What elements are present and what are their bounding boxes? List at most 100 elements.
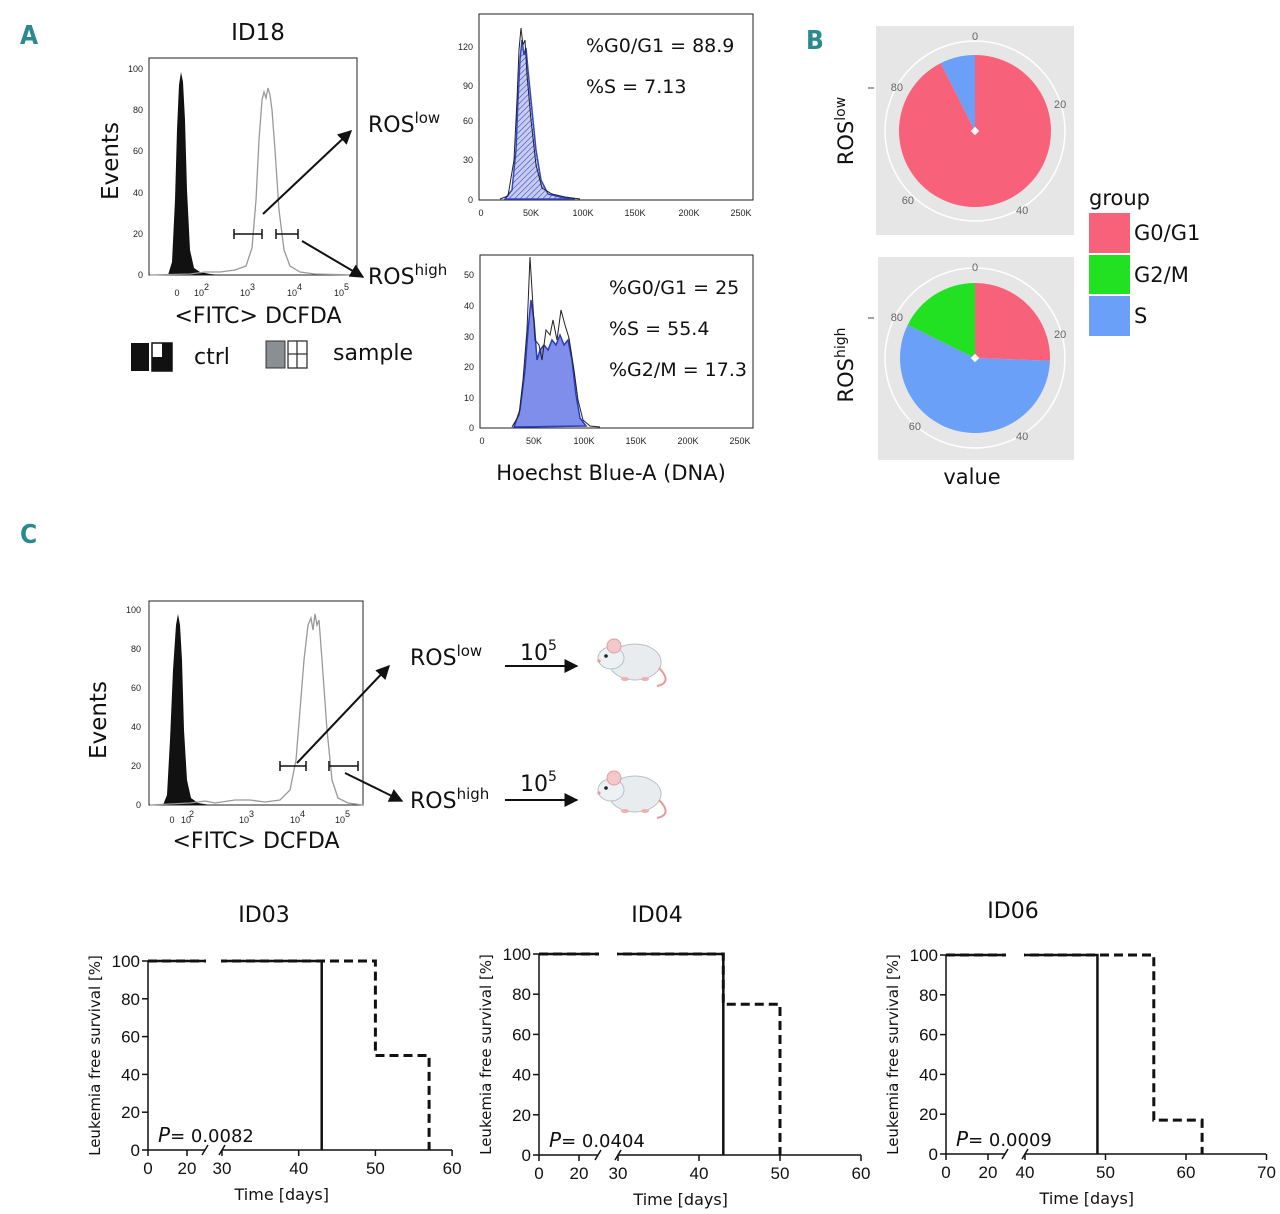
km-axis-break — [594, 1149, 602, 1161]
y-tick: 120 — [458, 42, 473, 52]
km-x-tick: 40 — [690, 1164, 709, 1183]
panel-b-pies: 0 20 40 60 80 0 20 40 60 80 ROSlow ROShi… — [833, 26, 1200, 489]
fitc-axis-label-c: <FITC> DCFDA — [172, 829, 339, 854]
x-tick: 2 — [189, 809, 194, 819]
km-y-tick: 20 — [121, 1103, 140, 1122]
y-tick: 60 — [133, 146, 143, 156]
sample-peak — [149, 87, 358, 276]
c-x-ticks: 0 10 2 10 3 10 4 10 5 — [169, 809, 350, 825]
x-tick: 10 — [194, 288, 204, 298]
x-tick: 10 — [290, 815, 300, 825]
legend-label: S — [1134, 304, 1147, 328]
km-x-tick: 40 — [1016, 1163, 1035, 1182]
legend-title: group — [1089, 186, 1150, 210]
panel-letter-b: B — [806, 26, 824, 56]
x-tick-exp: 3 — [250, 282, 255, 292]
x-tick: 10 — [287, 288, 297, 298]
y-tick: 20 — [131, 761, 141, 771]
dna-bottom-y-ticks: 0 10 20 30 40 50 — [464, 270, 474, 433]
km-x-tick: 20 — [178, 1159, 197, 1178]
y-tick: 100 — [126, 605, 141, 615]
x-tick: 200K — [678, 208, 699, 218]
legend-sample-label: sample — [333, 341, 413, 366]
y-tick: 40 — [131, 722, 141, 732]
y-tick: 40 — [464, 301, 474, 311]
dose-label: 105 — [520, 638, 557, 666]
km-p-value: P= 0.0404 — [549, 1128, 645, 1152]
km-y-tick: 20 — [512, 1106, 531, 1125]
x-tick-exp: 4 — [297, 282, 302, 292]
ros-high-label: ROShigh — [368, 261, 447, 290]
km-series-ros-low — [148, 959, 323, 1150]
pie-center-marker — [970, 353, 980, 363]
arrow-ros-low-c — [296, 664, 390, 764]
pie-ring-low — [884, 40, 1066, 222]
x-tick: 150K — [625, 436, 646, 446]
pie-ros-low — [899, 55, 1051, 208]
km-xlabel: Time [days] — [632, 1190, 728, 1209]
ring-tick: 60 — [902, 195, 914, 207]
km-x-tick: 30 — [609, 1164, 628, 1183]
ros-low-label-c: ROSlow — [410, 642, 482, 671]
y-tick: 60 — [131, 683, 141, 693]
legend-swatch-g2m — [1089, 255, 1130, 294]
legend-sample: sample — [265, 340, 413, 369]
x-tick-exp: 3 — [249, 809, 254, 819]
ring-tick: 20 — [1054, 329, 1066, 341]
km-y-tick: 80 — [512, 985, 531, 1004]
ring-tick: 20 — [1054, 99, 1066, 111]
arrow-ros-low — [262, 130, 353, 215]
km-axis-break — [201, 1144, 209, 1156]
y-tick: 30 — [464, 332, 474, 342]
km-y-tick: 0 — [131, 1141, 140, 1160]
dna-axis-label: Hoechst Blue-A (DNA) — [496, 461, 726, 485]
dna-bottom-x-ticks: 0 50K 100K 150K 200K 250K — [479, 436, 750, 446]
x-tick: 0 — [478, 208, 483, 218]
km-x-tick: 60 — [852, 1164, 871, 1183]
ring-tick: 60 — [909, 421, 921, 433]
km-title: ID03 — [238, 903, 289, 928]
km-x-tick: 50 — [1096, 1163, 1115, 1182]
km-xlabel: Time [days] — [1039, 1189, 1135, 1208]
ring-tick: 40 — [1016, 205, 1028, 217]
x-tick: 100K — [573, 436, 594, 446]
pie-ros-high — [900, 283, 1050, 433]
km-y-tick: 60 — [512, 1025, 531, 1044]
km-p-value: P= 0.0082 — [158, 1123, 254, 1147]
km-y-tick: 0 — [522, 1146, 531, 1165]
pie-row-label-low: ROSlow — [833, 97, 858, 165]
sample-id-title: ID18 — [231, 20, 285, 46]
x-tick-exp: 4 — [300, 809, 305, 819]
dna-top-y-ticks: 0 30 60 90 120 — [458, 42, 473, 205]
y-tick: 0 — [136, 800, 141, 810]
km-plot-id04: ID04 Leukemia free survival [%] Time [days… — [477, 903, 870, 1209]
km-y-tick: 40 — [121, 1065, 140, 1084]
legend-ctrl-label: ctrl — [194, 345, 230, 370]
y-tick: 20 — [133, 229, 143, 239]
km-x-tick: 20 — [979, 1163, 998, 1182]
km-y-tick: 20 — [919, 1105, 938, 1124]
x-tick: 250K — [730, 208, 751, 218]
km-y-tick: 100 — [910, 946, 938, 965]
stat-line: %G0/G1 = 25 — [609, 277, 739, 299]
km-series-ros-high — [946, 953, 1204, 1154]
x-tick: 200K — [677, 436, 698, 446]
km-break-gap — [1006, 951, 1024, 959]
ring-ticks-low: 0 20 40 60 80 — [891, 31, 1067, 217]
km-axis-break — [1001, 1148, 1009, 1160]
events-axis-label: Events — [98, 122, 124, 200]
km-plot-id03: ID03 Leukemia free survival [%] Time [days… — [86, 903, 462, 1204]
stat-line: %S = 55.4 — [609, 318, 709, 340]
dna-bottom-frame — [479, 254, 754, 429]
km-y-tick: 60 — [121, 1028, 140, 1047]
y-tick: 80 — [133, 105, 143, 115]
x-tick: 50K — [523, 208, 539, 218]
legend-label: G2/M — [1134, 263, 1189, 287]
km-plots: ID03 Leukemia free survival [%] Time [days… — [86, 899, 1276, 1209]
km-y-tick: 40 — [512, 1066, 531, 1085]
y-tick: 90 — [463, 81, 473, 91]
y-tick: 0 — [138, 270, 143, 280]
km-title: ID04 — [631, 903, 682, 928]
arrow-ros-high-c — [344, 772, 404, 802]
